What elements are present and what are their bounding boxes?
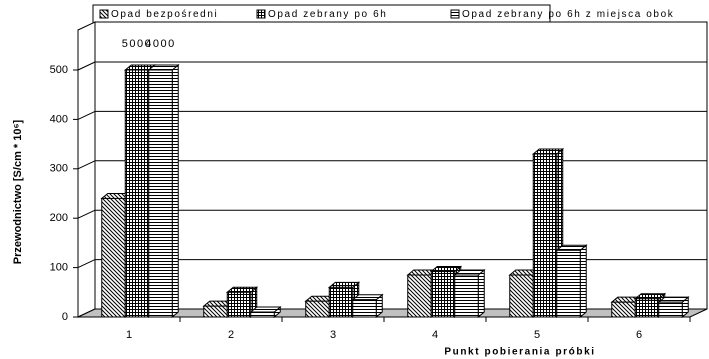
y-tick-label: 400: [50, 113, 68, 125]
back-wall: [94, 21, 708, 310]
bar-top: [657, 296, 690, 303]
y-tick-label: 300: [50, 163, 68, 175]
bar: [305, 300, 330, 318]
bar: [509, 274, 534, 318]
bar-top: [555, 244, 588, 251]
y-axis-label: Przewodnictwo [S/cm * 10⁶]: [12, 119, 24, 264]
x-tick-label: 4: [432, 329, 438, 341]
grid-line-side: [77, 110, 96, 120]
value-label: 5000: [122, 38, 152, 50]
bar: [658, 301, 683, 318]
bar: [454, 274, 479, 318]
bar-side: [579, 244, 587, 319]
bar: [328, 286, 354, 318]
bar-top: [225, 286, 259, 293]
x-tick-label: 3: [330, 329, 336, 341]
legend-swatch: [450, 9, 460, 19]
x-axis-label: Punkt pobierania próbki: [444, 347, 595, 358]
bar-top: [147, 64, 180, 71]
bar: [124, 69, 150, 318]
bar-side: [477, 268, 485, 319]
y-tick-label: 500: [50, 64, 68, 76]
value-label: 4000: [145, 38, 175, 50]
bar: [556, 249, 581, 318]
bar: [148, 69, 173, 318]
bar: [611, 301, 636, 318]
bar: [430, 271, 456, 318]
grid-line-side: [77, 259, 96, 269]
bar-side: [171, 63, 179, 319]
bar-top: [633, 293, 667, 300]
legend-label: Opad zebrany po 6h z miejsca obok: [462, 9, 674, 20]
grid-line-side: [77, 209, 96, 219]
legend-swatch: [256, 9, 266, 19]
legend-label: Opad zebrany po 6h: [268, 9, 387, 20]
y-tick-label: 100: [50, 262, 68, 274]
legend-swatch: [99, 9, 109, 19]
x-tick-label: 5: [534, 329, 540, 341]
bar: [532, 153, 558, 318]
bar-top: [249, 306, 282, 313]
y-tick-label: 200: [50, 212, 68, 224]
legend-label: Opad bezpośredni: [111, 9, 218, 20]
bar-top: [453, 269, 486, 276]
bar: [250, 311, 275, 318]
bar: [101, 197, 126, 318]
x-tick-label: 6: [636, 329, 642, 341]
x-tick-label: 2: [228, 329, 234, 341]
bar: [203, 305, 228, 318]
bar-top: [531, 148, 565, 155]
grid-line-side: [77, 160, 96, 170]
y-tick-label: 0: [62, 311, 68, 323]
bar-top: [351, 294, 384, 301]
x-tick-label: 1: [126, 329, 132, 341]
bar: [226, 291, 252, 318]
bar: [352, 299, 377, 318]
bar-top: [429, 266, 463, 273]
bar: [407, 274, 432, 318]
bar: [634, 298, 660, 318]
grid-line-side: [77, 61, 96, 71]
bar-top: [327, 281, 361, 288]
